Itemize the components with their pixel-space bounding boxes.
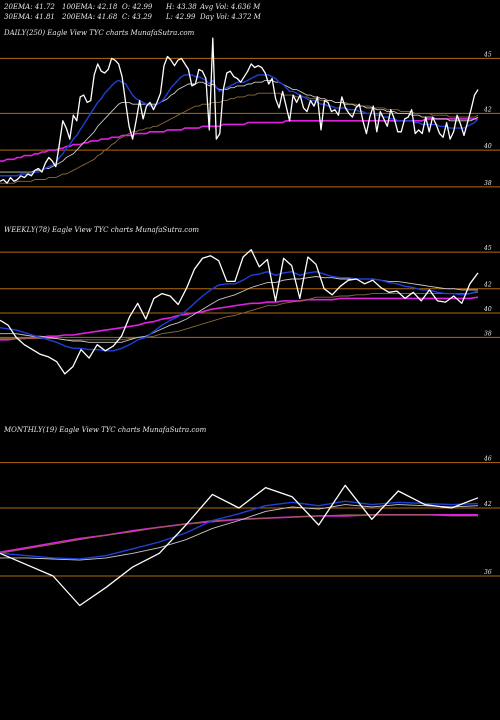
header-close: C: 43.29 xyxy=(122,13,152,21)
monthly-tick-label: 46 xyxy=(483,456,492,463)
header-ema200: 200EMA: 41.68 xyxy=(62,13,118,21)
daily-series-2-line xyxy=(0,79,479,173)
daily-tick-label: 42 xyxy=(483,106,492,113)
header-ema30: 30EMA: 41.81 xyxy=(4,13,55,21)
monthly-chart-title: MONTHLY(19) Eagle View TYC charts Munafa… xyxy=(4,426,207,434)
daily-tick-label: 38 xyxy=(484,180,492,187)
monthly-series-2-line xyxy=(0,504,479,561)
weekly-chart-title: WEEKLY(78) Eagle View TYC charts MunafaS… xyxy=(4,226,200,234)
daily-series-0-line xyxy=(0,37,479,184)
header-avg-volume: Avg Vol: 4.636 M xyxy=(200,3,261,11)
monthly-tick-label: 36 xyxy=(484,569,492,576)
weekly-tick-label: 45 xyxy=(483,245,492,252)
monthly-tick-label: 42 xyxy=(483,501,492,508)
daily-chart-title: DAILY(250) Eagle View TYC charts MunafaS… xyxy=(4,29,195,37)
weekly-series-3-line xyxy=(0,291,479,341)
monthly-series-0-line xyxy=(0,484,479,607)
weekly-series-2-line xyxy=(0,276,478,343)
header-ema100: 100EMA: 42.18 xyxy=(62,3,118,11)
header-high: H: 43.38 xyxy=(166,3,197,11)
header-open: O: 42.99 xyxy=(122,3,153,11)
daily-series-1-line xyxy=(0,74,479,177)
header-ema20: 20EMA: 41.72 xyxy=(4,3,55,11)
weekly-tick-label: 42 xyxy=(483,282,492,289)
weekly-series-1-line xyxy=(0,271,479,352)
weekly-tick-label: 38 xyxy=(484,330,492,337)
header-day-volume: Day Vol: 4.372 M xyxy=(200,13,261,21)
weekly-series-0-line xyxy=(0,249,479,375)
daily-series-3-line xyxy=(0,92,479,184)
weekly-series-4-line xyxy=(0,296,479,341)
daily-tick-label: 45 xyxy=(483,51,492,58)
daily-tick-label: 40 xyxy=(483,143,492,150)
monthly-series-3-line xyxy=(0,514,478,554)
header-low: L: 42.99 xyxy=(166,13,196,21)
weekly-tick-label: 40 xyxy=(483,306,492,313)
monthly-series-1-line xyxy=(0,500,479,560)
